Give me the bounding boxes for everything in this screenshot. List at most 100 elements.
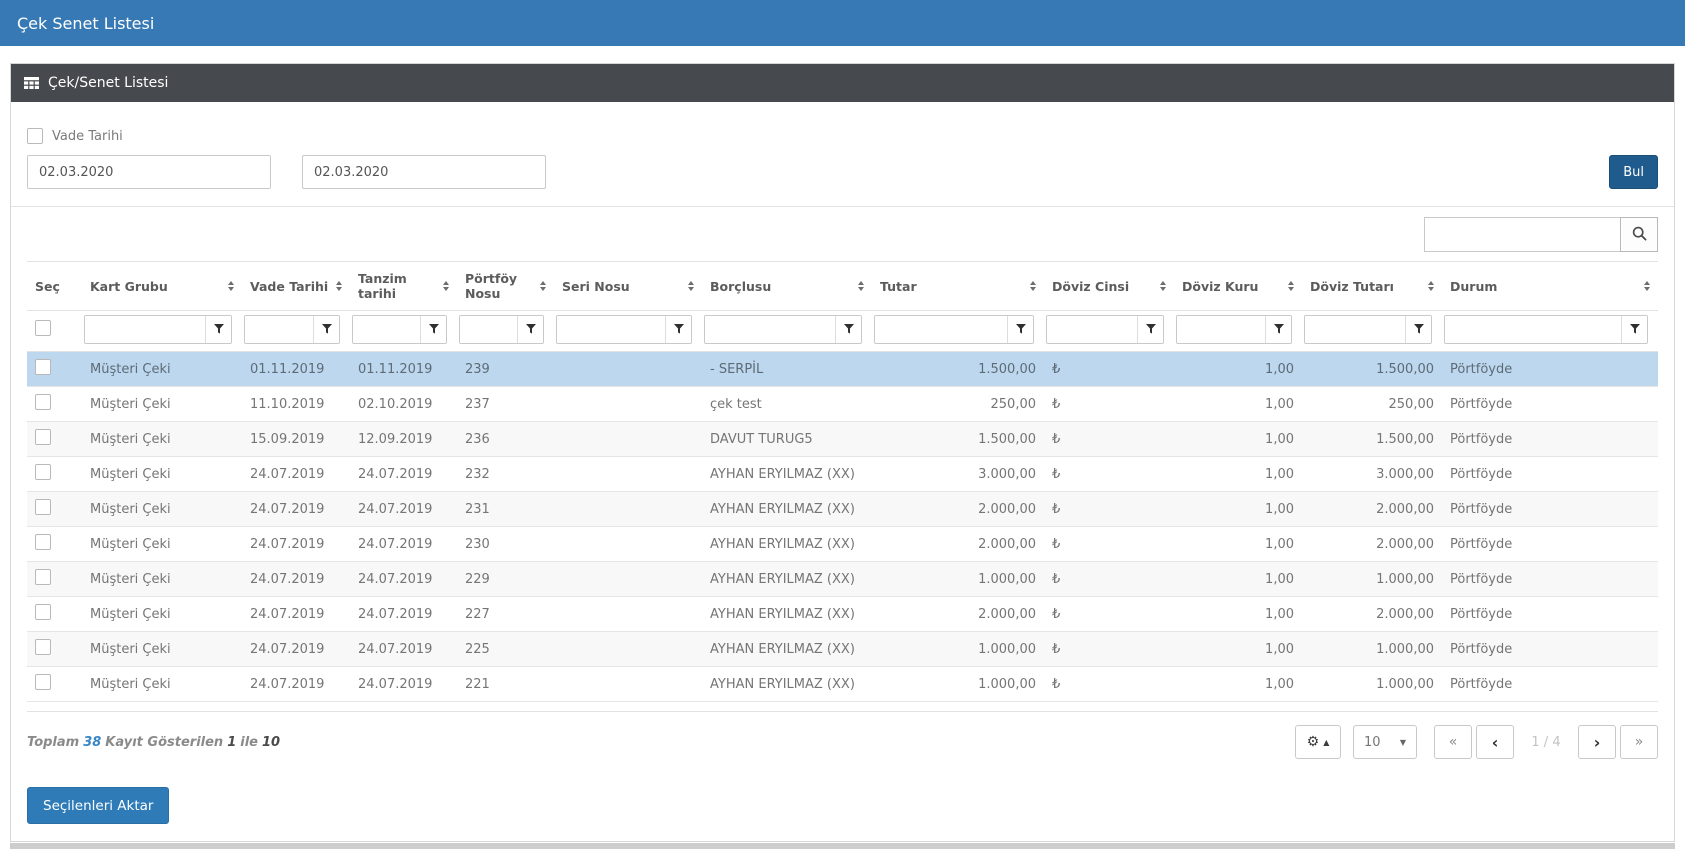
cell-tutar: 2.000,00 — [872, 596, 1044, 632]
filter-input-tutar[interactable] — [875, 316, 1007, 343]
table-row[interactable]: Müşteri Çeki 11.10.2019 02.10.2019 237 çek t… — [27, 386, 1658, 422]
search-input[interactable] — [1424, 217, 1620, 252]
funnel-icon — [673, 322, 684, 337]
cell-kart_grubu: Müşteri Çeki — [82, 491, 242, 527]
vade-tarihi-checkbox[interactable] — [27, 128, 43, 144]
row-checkbox[interactable] — [35, 569, 51, 585]
cell-borclusu: AYHAN ERYILMAZ (XX) — [702, 631, 872, 667]
column-header-portfoy_nosu[interactable]: Pörtföy Nosu — [457, 261, 554, 311]
filter-funnel-button[interactable] — [1405, 316, 1431, 343]
next-page-button[interactable]: › — [1578, 725, 1616, 759]
cell-tutar: 2.000,00 — [872, 526, 1044, 562]
column-header-doviz_kuru[interactable]: Döviz Kuru — [1174, 261, 1302, 311]
table-row[interactable]: Müşteri Çeki 15.09.2019 12.09.2019 236 DAVUT… — [27, 421, 1658, 457]
last-page-button[interactable]: » — [1620, 725, 1658, 759]
row-checkbox[interactable] — [35, 639, 51, 655]
filter-input-kart_grubu[interactable] — [85, 316, 205, 343]
cell-doviz_kuru: 1,00 — [1174, 456, 1302, 492]
cell-vade_tarihi: 11.10.2019 — [242, 386, 350, 422]
cell-doviz_cinsi: ₺ — [1044, 421, 1174, 457]
row-checkbox[interactable] — [35, 499, 51, 515]
cell-vade_tarihi: 24.07.2019 — [242, 561, 350, 597]
table-row[interactable]: Müşteri Çeki 24.07.2019 24.07.2019 227 AYHAN… — [27, 596, 1658, 632]
filter-input-seri_nosu[interactable] — [557, 316, 665, 343]
cell-sec — [27, 386, 82, 422]
filter-input-borclusu[interactable] — [705, 316, 835, 343]
filter-funnel-button[interactable] — [420, 316, 446, 343]
column-header-seri_nosu[interactable]: Seri Nosu — [554, 261, 702, 311]
filter-input-doviz_kuru[interactable] — [1177, 316, 1265, 343]
filter-funnel-button[interactable] — [665, 316, 691, 343]
row-checkbox[interactable] — [35, 394, 51, 410]
page-header-bar: Çek Senet Listesi — [0, 0, 1685, 46]
filter-funnel-button[interactable] — [1621, 316, 1647, 343]
filter-input-portfoy_nosu[interactable] — [460, 316, 517, 343]
row-checkbox[interactable] — [35, 464, 51, 480]
date-from-input[interactable] — [27, 155, 271, 189]
filter-funnel-button[interactable] — [205, 316, 231, 343]
column-header-borclusu[interactable]: Borçlusu — [702, 261, 872, 311]
filter-input-tanzim_tarihi[interactable] — [353, 316, 420, 343]
prev-page-button[interactable]: ‹ — [1476, 725, 1514, 759]
filter-funnel-button[interactable] — [1265, 316, 1291, 343]
sort-arrows-icon — [222, 281, 234, 291]
table-row[interactable]: Müşteri Çeki 01.11.2019 01.11.2019 239- SER… — [27, 351, 1658, 387]
cell-borclusu: AYHAN ERYILMAZ (XX) — [702, 526, 872, 562]
column-header-tutar[interactable]: Tutar — [872, 261, 1044, 311]
cell-doviz_kuru: 1,00 — [1174, 386, 1302, 422]
export-selected-button[interactable]: Seçilenleri Aktar — [27, 787, 170, 824]
cell-doviz_tutari: 2.000,00 — [1302, 491, 1442, 527]
row-checkbox[interactable] — [35, 429, 51, 445]
cell-vade_tarihi: 01.11.2019 — [242, 351, 350, 387]
table-row[interactable]: Müşteri Çeki 24.07.2019 24.07.2019 232 AYHAN… — [27, 456, 1658, 492]
column-header-kart_grubu[interactable]: Kart Grubu — [82, 261, 242, 311]
first-page-button[interactable]: « — [1434, 725, 1472, 759]
cell-doviz_kuru: 1,00 — [1174, 666, 1302, 702]
grid-settings-button[interactable]: ⚙ ▲ — [1295, 725, 1341, 759]
select-all-checkbox[interactable] — [35, 319, 51, 336]
table-row[interactable]: Müşteri Çeki 24.07.2019 24.07.2019 221 AYHAN… — [27, 666, 1658, 702]
filter-input-vade_tarihi[interactable] — [245, 316, 313, 343]
column-header-durum[interactable]: Durum — [1442, 261, 1658, 311]
row-checkbox[interactable] — [35, 359, 51, 375]
sort-arrows-icon — [1282, 281, 1294, 291]
cell-durum: Pörtföyde — [1442, 666, 1658, 702]
bul-button[interactable]: Bul — [1609, 155, 1658, 189]
filter-input-doviz_cinsi[interactable] — [1047, 316, 1137, 343]
filter-input-doviz_tutari[interactable] — [1305, 316, 1405, 343]
cell-doviz_cinsi: ₺ — [1044, 596, 1174, 632]
cell-tanzim_tarihi: 24.07.2019 — [350, 526, 457, 562]
row-checkbox[interactable] — [35, 534, 51, 550]
cell-kart_grubu: Müşteri Çeki — [82, 526, 242, 562]
column-header-tanzim_tarihi[interactable]: Tanzim tarihi — [350, 261, 457, 311]
table-row[interactable]: Müşteri Çeki 24.07.2019 24.07.2019 230 AYHAN… — [27, 526, 1658, 562]
table-row[interactable]: Müşteri Çeki 24.07.2019 24.07.2019 225 AYHAN… — [27, 631, 1658, 667]
cell-portfoy_nosu: 227 — [457, 596, 554, 632]
column-label: Kart Grubu — [90, 278, 168, 294]
filter-input-durum[interactable] — [1445, 316, 1621, 343]
funnel-icon — [428, 322, 439, 337]
column-header-doviz_tutari[interactable]: Döviz Tutarı — [1302, 261, 1442, 311]
page-size-select[interactable]: 10 ▼ — [1353, 725, 1417, 759]
funnel-icon — [843, 322, 854, 337]
sort-arrows-icon — [1154, 281, 1166, 291]
cell-sec — [27, 561, 82, 597]
table-row[interactable]: Müşteri Çeki 24.07.2019 24.07.2019 231 AYHAN… — [27, 491, 1658, 527]
cell-tutar: 1.000,00 — [872, 631, 1044, 667]
cell-portfoy_nosu: 232 — [457, 456, 554, 492]
date-to-input[interactable] — [302, 155, 546, 189]
filter-funnel-button[interactable] — [313, 316, 339, 343]
column-label: Borçlusu — [710, 278, 772, 294]
funnel-icon — [1273, 322, 1284, 337]
row-checkbox[interactable] — [35, 604, 51, 620]
filter-funnel-button[interactable] — [1007, 316, 1033, 343]
row-checkbox[interactable] — [35, 674, 51, 690]
sort-arrows-icon — [330, 281, 342, 291]
search-button[interactable] — [1620, 217, 1658, 252]
column-header-doviz_cinsi[interactable]: Döviz Cinsi — [1044, 261, 1174, 311]
filter-funnel-button[interactable] — [835, 316, 861, 343]
filter-funnel-button[interactable] — [1137, 316, 1163, 343]
column-header-vade_tarihi[interactable]: Vade Tarihi — [242, 261, 350, 311]
filter-funnel-button[interactable] — [517, 316, 543, 343]
table-row[interactable]: Müşteri Çeki 24.07.2019 24.07.2019 229 AYHAN… — [27, 561, 1658, 597]
